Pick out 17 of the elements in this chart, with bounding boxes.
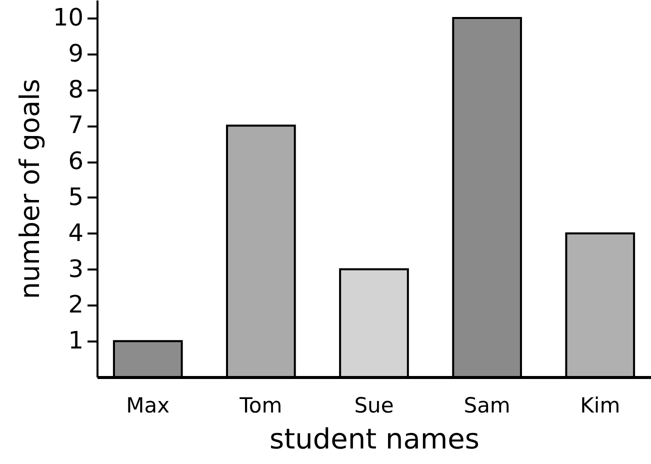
y-tick-label: 9 (68, 39, 84, 68)
y-tick-label: 6 (68, 147, 84, 176)
y-tick-label: 2 (68, 290, 84, 319)
y-tick-label: 5 (68, 182, 84, 211)
y-tick-label: 3 (68, 254, 84, 283)
y-tick-label: 7 (68, 111, 84, 140)
y-tick-label: 4 (68, 218, 84, 247)
y-tick-label: 8 (68, 75, 84, 104)
x-tick-label: Sam (464, 394, 510, 418)
y-axis-title: number of goals (14, 78, 46, 300)
x-axis-title: student names (270, 422, 480, 456)
x-tick-label: Kim (580, 394, 620, 418)
x-tick-label: Sue (354, 394, 394, 418)
y-tick-label: 1 (68, 326, 84, 355)
y-tick-label: 10 (52, 3, 84, 32)
x-tick-label: Tom (238, 394, 282, 418)
x-tick-label: Max (126, 394, 170, 418)
